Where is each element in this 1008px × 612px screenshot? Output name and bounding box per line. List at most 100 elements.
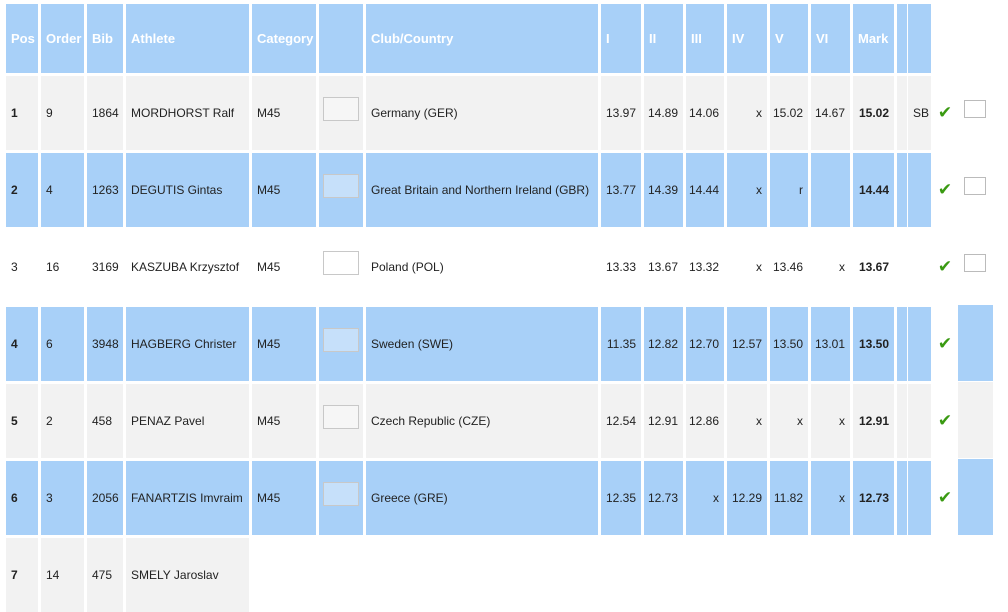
cell-a5-text: x (839, 491, 845, 505)
cell-a2-text: 14.06 (688, 106, 719, 120)
cell-spacer (897, 461, 907, 535)
cell-a4: 13.46 (770, 230, 808, 304)
header-label: I (606, 31, 610, 46)
cell-flag (319, 230, 363, 304)
cell-category: M45 (252, 461, 316, 535)
header-order[interactable]: Order (41, 4, 84, 73)
cell-pos: 7 (6, 538, 38, 612)
cell-category: M45 (252, 153, 316, 227)
cell-a2: 14.06 (686, 76, 724, 150)
cell-bib-text: 3169 (92, 260, 119, 274)
cell-a0: 13.97 (601, 76, 641, 150)
header-pos[interactable]: Pos (6, 4, 38, 73)
cell-order-text: 16 (46, 260, 60, 274)
cell-a3-text: x (756, 414, 762, 428)
cell-mark: 12.91 (853, 384, 894, 458)
cell-a3: x (727, 153, 767, 227)
cell-a0-text: 13.77 (605, 183, 636, 197)
cell-category-text: M45 (257, 183, 281, 197)
cell-club: Poland (POL) (366, 230, 598, 304)
header-athlete[interactable]: Athlete (126, 4, 249, 73)
flag-placeholder (323, 174, 359, 198)
cell-a1-text: 14.89 (647, 106, 678, 120)
header-label: Category (257, 31, 314, 46)
cell-a5 (811, 153, 850, 227)
row-side-panel (958, 382, 993, 458)
cell-order: 3 (41, 461, 84, 535)
cell-order-text: 9 (46, 106, 53, 120)
row-select-checkbox[interactable] (964, 177, 986, 195)
cell-flag (319, 76, 363, 150)
cell-a1: 14.89 (644, 76, 683, 150)
cell-a0-text: 13.33 (605, 260, 636, 274)
header-i[interactable]: I (601, 4, 641, 73)
row-side-panel (958, 459, 993, 535)
cell-athlete: MORDHORST Ralf (126, 76, 249, 150)
cell-pos: 2 (6, 153, 38, 227)
cell-a2: 13.32 (686, 230, 724, 304)
cell-a4-text: 15.02 (772, 106, 803, 120)
cell-a1: 13.67 (644, 230, 683, 304)
cell-spacer (897, 153, 907, 227)
cell-a4: r (770, 153, 808, 227)
cell-a3-text: 12.29 (731, 491, 762, 505)
header-club-country[interactable]: Club/Country (366, 4, 598, 73)
header-label: Order (46, 31, 82, 46)
cell-a0-text: 11.35 (606, 337, 636, 351)
cell-a5-text: 14.67 (814, 106, 845, 120)
header-iv[interactable]: IV (727, 4, 767, 73)
cell-order: 4 (41, 153, 84, 227)
cell-a1-text: 12.73 (647, 491, 678, 505)
header-label: III (691, 31, 702, 46)
header-iii[interactable]: III (686, 4, 724, 73)
cell-note: SB (908, 76, 931, 150)
cell-category: M45 (252, 76, 316, 150)
cell-mark-text: 12.73 (858, 491, 889, 505)
header-v[interactable]: V (770, 4, 808, 73)
cell-club: Germany (GER) (366, 76, 598, 150)
flag-placeholder (323, 97, 359, 121)
cell-mark-text: 13.67 (858, 260, 889, 274)
cell-mark-text: 15.02 (858, 106, 889, 120)
cell-a1: 12.91 (644, 384, 683, 458)
cell-category-text: M45 (257, 414, 281, 428)
flag-placeholder (323, 405, 359, 429)
cell-athlete: SMELY Jaroslav (126, 538, 249, 612)
row-select-checkbox[interactable] (964, 100, 986, 118)
cell-bib: 1864 (87, 76, 123, 150)
header-mark[interactable]: Mark (853, 4, 894, 73)
cell-order-text: 2 (46, 414, 53, 428)
cell-mark-text: 14.44 (858, 183, 889, 197)
cell-athlete-text: FANARTZIS Imvraim (131, 491, 243, 505)
cell-category: M45 (252, 307, 316, 381)
cell-category: M45 (252, 384, 316, 458)
cell-pos-text: 6 (11, 491, 18, 505)
cell-order-text: 14 (46, 568, 60, 582)
cell-bib-text: 2056 (92, 491, 119, 505)
cell-pos-text: 5 (11, 414, 18, 428)
cell-a3-text: x (756, 106, 762, 120)
cell-a3-text: x (756, 183, 762, 197)
cell-a4-text: 13.46 (772, 260, 803, 274)
cell-a5: 14.67 (811, 76, 850, 150)
cell-mark-text: 13.50 (858, 337, 889, 351)
header-vi[interactable]: VI (811, 4, 850, 73)
cell-bib-text: 458 (92, 414, 113, 428)
cell-order: 16 (41, 230, 84, 304)
header-label: VI (816, 31, 829, 46)
header-bib[interactable]: Bib (87, 4, 123, 73)
cell-note (908, 230, 931, 304)
cell-category-text: M45 (257, 491, 281, 505)
header-label: IV (732, 31, 745, 46)
cell-bib-text: 475 (92, 568, 113, 582)
header-ii[interactable]: II (644, 4, 683, 73)
cell-a2: x (686, 461, 724, 535)
row-side-panel (958, 305, 993, 381)
cell-a5: x (811, 461, 850, 535)
cell-pos-text: 4 (11, 337, 18, 351)
cell-a4: 15.02 (770, 76, 808, 150)
cell-a5: x (811, 230, 850, 304)
row-select-checkbox[interactable] (964, 254, 986, 272)
header-category[interactable]: Category (252, 4, 316, 73)
header-col-5 (319, 4, 363, 73)
